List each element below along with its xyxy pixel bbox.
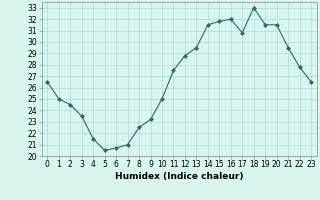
X-axis label: Humidex (Indice chaleur): Humidex (Indice chaleur) (115, 172, 244, 181)
